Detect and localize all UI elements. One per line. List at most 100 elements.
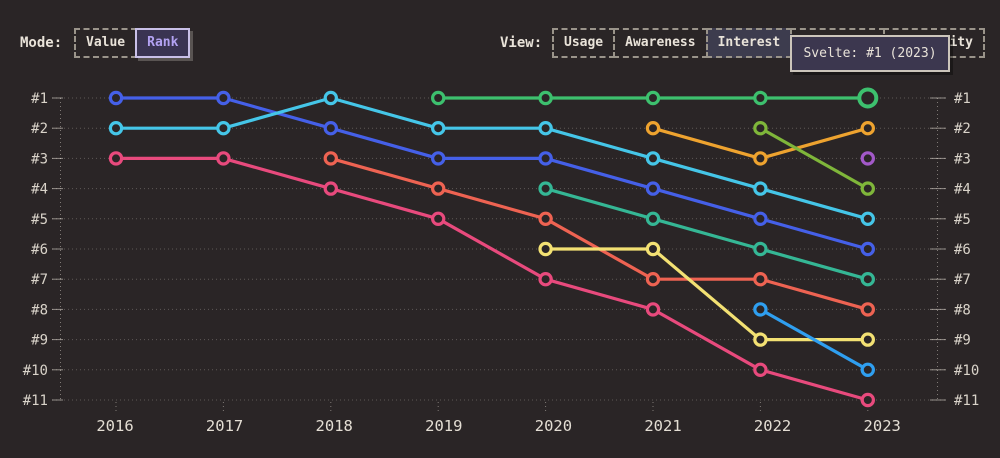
y-tick-label-right: #6 — [954, 242, 971, 258]
data-point-blue-2017[interactable] — [216, 90, 231, 106]
data-point-blue-2021[interactable] — [645, 181, 661, 196]
y-tick-label-right: #2 — [954, 121, 971, 137]
data-point-yellow-2020[interactable] — [538, 241, 553, 257]
data-point-svelte-green-2019[interactable] — [431, 90, 446, 106]
y-tick-label-left: #11 — [23, 393, 48, 409]
y-tick-label-right: #7 — [954, 272, 971, 288]
y-tick-label-right: #9 — [954, 333, 971, 349]
data-point-cyan-2021[interactable] — [645, 151, 661, 166]
data-point-orange-2023[interactable] — [860, 120, 876, 136]
y-tick-label-right: #8 — [954, 302, 971, 318]
y-tick-label-left: #1 — [31, 91, 48, 107]
data-point-pink-2017[interactable] — [216, 151, 231, 166]
view-awareness-button[interactable]: Awareness — [613, 28, 708, 58]
y-tick-label-left: #6 — [31, 242, 48, 258]
data-point-cyan-2017[interactable] — [216, 120, 231, 136]
data-point-sky-2022[interactable] — [753, 302, 768, 317]
y-tick-label-left: #5 — [31, 212, 48, 228]
data-point-cyan-2018[interactable] — [323, 90, 338, 106]
y-tick-label-right: #5 — [954, 212, 971, 228]
y-tick-label-left: #4 — [31, 182, 48, 198]
mode-label: Mode: — [20, 35, 63, 51]
tooltip-text: Svelte: #1 (2023) — [803, 46, 937, 61]
data-point-coral-2020[interactable] — [538, 211, 553, 226]
y-tick-label-right: #4 — [954, 182, 971, 198]
data-point-yellow-2023[interactable] — [860, 332, 876, 347]
y-tick-label-left: #2 — [31, 121, 48, 137]
y-tick-label-left: #10 — [23, 363, 48, 379]
data-point-teal-2021[interactable] — [645, 211, 661, 226]
data-point-pink-2020[interactable] — [538, 272, 553, 287]
data-point-sky-2023[interactable] — [860, 362, 876, 377]
x-tick-label: 2018 — [316, 417, 353, 435]
data-point-yellow-2022[interactable] — [753, 332, 768, 347]
tooltip: Svelte: #1 (2023) — [790, 35, 950, 72]
data-point-pink-2022[interactable] — [753, 362, 768, 377]
data-point-pink-2023[interactable] — [860, 392, 876, 408]
mode-rank-button[interactable]: Rank — [135, 28, 191, 58]
y-tick-label-left: #7 — [31, 272, 48, 288]
data-point-svelte-green-2020[interactable] — [538, 90, 553, 106]
series-line-teal — [543, 187, 870, 281]
x-tick-label: 2016 — [96, 417, 133, 435]
data-point-blue-2016[interactable] — [108, 90, 124, 106]
data-point-orange-2022[interactable] — [753, 151, 768, 166]
y-tick-label-right: #3 — [954, 151, 971, 167]
data-point-cyan-2019[interactable] — [431, 120, 446, 136]
data-point-blue-2018[interactable] — [323, 120, 338, 136]
data-point-cyan-2016[interactable] — [108, 120, 124, 136]
data-point-orange-2021[interactable] — [645, 120, 661, 136]
data-point-yellow-2021[interactable] — [645, 241, 661, 257]
data-point-pink-2021[interactable] — [645, 302, 661, 317]
y-tick-label-right: #10 — [954, 363, 979, 379]
x-tick-label: 2017 — [206, 417, 243, 435]
y-tick-label-left: #9 — [31, 333, 48, 349]
data-point-pink-2016[interactable] — [108, 151, 124, 166]
data-point-cyan-2022[interactable] — [753, 181, 768, 196]
series-line-coral — [329, 156, 870, 311]
data-point-teal-2020[interactable] — [538, 181, 553, 196]
x-tick-label: 2020 — [535, 417, 572, 435]
series-line-lime — [758, 126, 870, 191]
x-tick-label: 2021 — [644, 417, 681, 435]
data-point-cyan-2023[interactable] — [860, 211, 876, 226]
series-line-pink — [114, 156, 870, 402]
view-usage-button[interactable]: Usage — [552, 28, 616, 58]
series-line-blue — [114, 96, 870, 251]
data-point-blue-2022[interactable] — [753, 211, 768, 226]
series-line-sky — [758, 307, 870, 372]
x-tick-label: 2019 — [425, 417, 462, 435]
y-tick-label-right: #1 — [954, 91, 971, 107]
view-interest-button[interactable]: Interest — [705, 28, 793, 58]
data-point-coral-2019[interactable] — [431, 181, 446, 196]
y-tick-label-right: #11 — [954, 393, 979, 409]
data-point-coral-2023[interactable] — [860, 302, 876, 317]
data-point-blue-2020[interactable] — [538, 151, 553, 166]
data-point-blue-2023[interactable] — [860, 241, 876, 257]
data-point-teal-2023[interactable] — [860, 272, 876, 287]
view-label: View: — [500, 35, 543, 51]
data-point-coral-2021[interactable] — [645, 272, 661, 287]
data-point-teal-2022[interactable] — [753, 241, 768, 257]
y-tick-label-left: #3 — [31, 151, 48, 167]
x-tick-label: 2022 — [754, 417, 791, 435]
data-point-blue-2019[interactable] — [431, 151, 446, 166]
data-point-cyan-2020[interactable] — [538, 120, 553, 136]
series-line-cyan — [114, 96, 870, 221]
data-point-svelte-green-2023[interactable] — [857, 87, 879, 109]
y-tick-label-left: #8 — [31, 302, 48, 318]
data-point-lime-2023[interactable] — [860, 181, 876, 196]
data-point-pink-2019[interactable] — [431, 211, 446, 226]
mode-value-button[interactable]: Value — [74, 28, 138, 58]
data-point-purple-2023[interactable] — [860, 151, 876, 166]
data-point-pink-2018[interactable] — [323, 181, 338, 196]
data-point-lime-2022[interactable] — [753, 120, 768, 136]
data-point-coral-2022[interactable] — [753, 272, 768, 287]
gridlines: #1 #1 #2 #2 #3 #3 #4 #4 #5 #5 #6 #6 #7 #7 #8 #8 #9 #9 #10 #… — [23, 91, 980, 435]
mode-button-group: Value Rank — [74, 28, 191, 58]
data-point-svelte-green-2021[interactable] — [645, 90, 661, 106]
data-point-svelte-green-2022[interactable] — [753, 90, 768, 106]
data-point-coral-2018[interactable] — [323, 151, 338, 166]
